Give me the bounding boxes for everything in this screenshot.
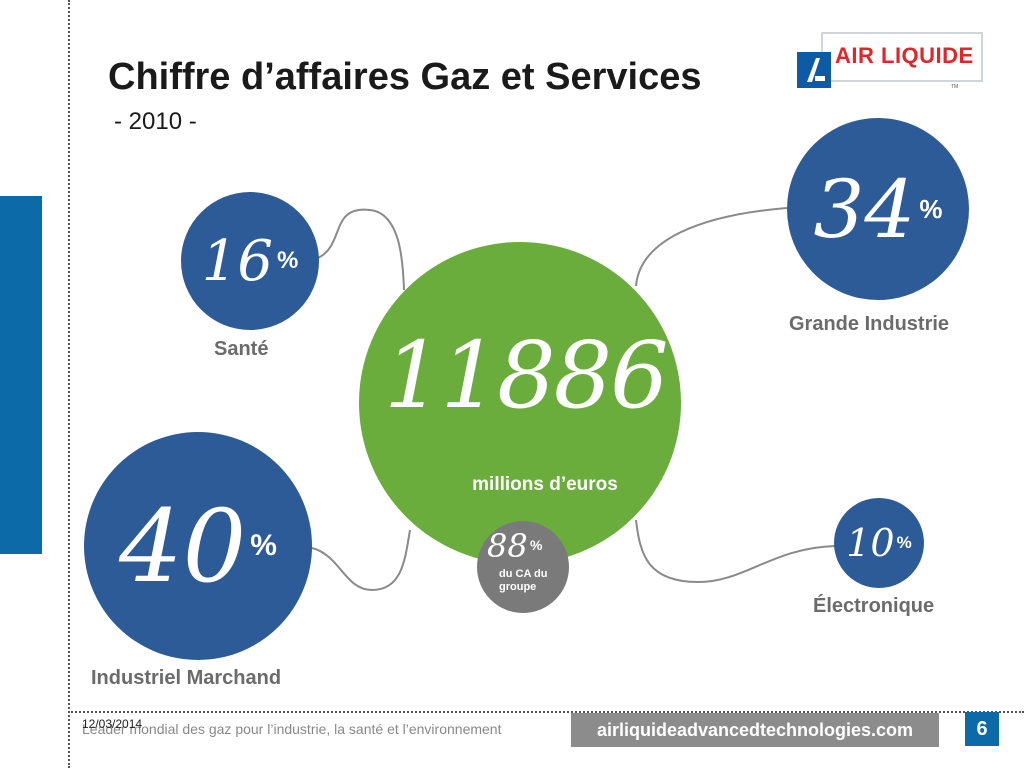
electronique-label: Électronique [813, 595, 935, 617]
logo-trademark: TM [951, 84, 959, 90]
logo-emblem-icon [797, 52, 831, 88]
industriel-marchand-circle: 40 % [84, 432, 312, 660]
electronique-percent-value: 10 [846, 521, 895, 565]
electronique-percent-sign: % [896, 533, 912, 552]
page-number: 6 [965, 712, 999, 746]
sante-label: Santé [214, 338, 269, 360]
industriel-marchand-percent-sign: % [250, 529, 277, 562]
grande-industrie-percent-value: 34 [813, 162, 916, 256]
industriel-marchand-percent-value: 40 [119, 487, 247, 605]
left-accent-band [0, 196, 42, 554]
industriel-marchand-label: Industriel Marchand [91, 667, 282, 689]
connector-industriel-marchand [311, 529, 411, 592]
group-share-circle [477, 521, 569, 613]
group-share-caption: du CA du groupe [499, 568, 548, 593]
connector-grande-industrie [635, 207, 788, 287]
grande-industrie-percent-sign: % [919, 193, 943, 224]
connector-sante [317, 208, 405, 291]
connector-electronique [635, 519, 836, 584]
footer-tagline: Leader mondial des gaz pour l’industrie,… [82, 721, 502, 737]
vertical-dotted-rule [68, 0, 70, 768]
logo-text: AIR LIQUIDE [835, 43, 974, 68]
page-subtitle: - 2010 - [114, 108, 197, 135]
footer-date: 12/03/2014 [82, 717, 143, 731]
sante-percent-value: 16 [201, 228, 273, 294]
group-share-value: 88 [487, 527, 528, 565]
total-revenue-circle [359, 242, 681, 564]
footer-dotted-rule [68, 711, 1024, 713]
page-title: Chiffre d’affaires Gaz et Services [108, 56, 702, 98]
total-revenue-value: 11886 [384, 322, 669, 429]
sante-circle: 16 % [181, 192, 319, 330]
total-revenue-unit: millions d’euros [472, 474, 618, 495]
group-share-sign: % [530, 537, 543, 553]
sante-percent-sign: % [276, 247, 299, 274]
grande-industrie-circle: 34 % [787, 118, 969, 300]
grande-industrie-label: Grande Industrie [789, 313, 950, 335]
electronique-circle: 10 % [834, 498, 924, 588]
footer-website-link[interactable]: airliquideadvancedtechnologies.com [571, 713, 939, 747]
air-liquide-logo: AIR LIQUIDE TM [797, 32, 983, 90]
logo-frame: AIR LIQUIDE [821, 32, 983, 82]
